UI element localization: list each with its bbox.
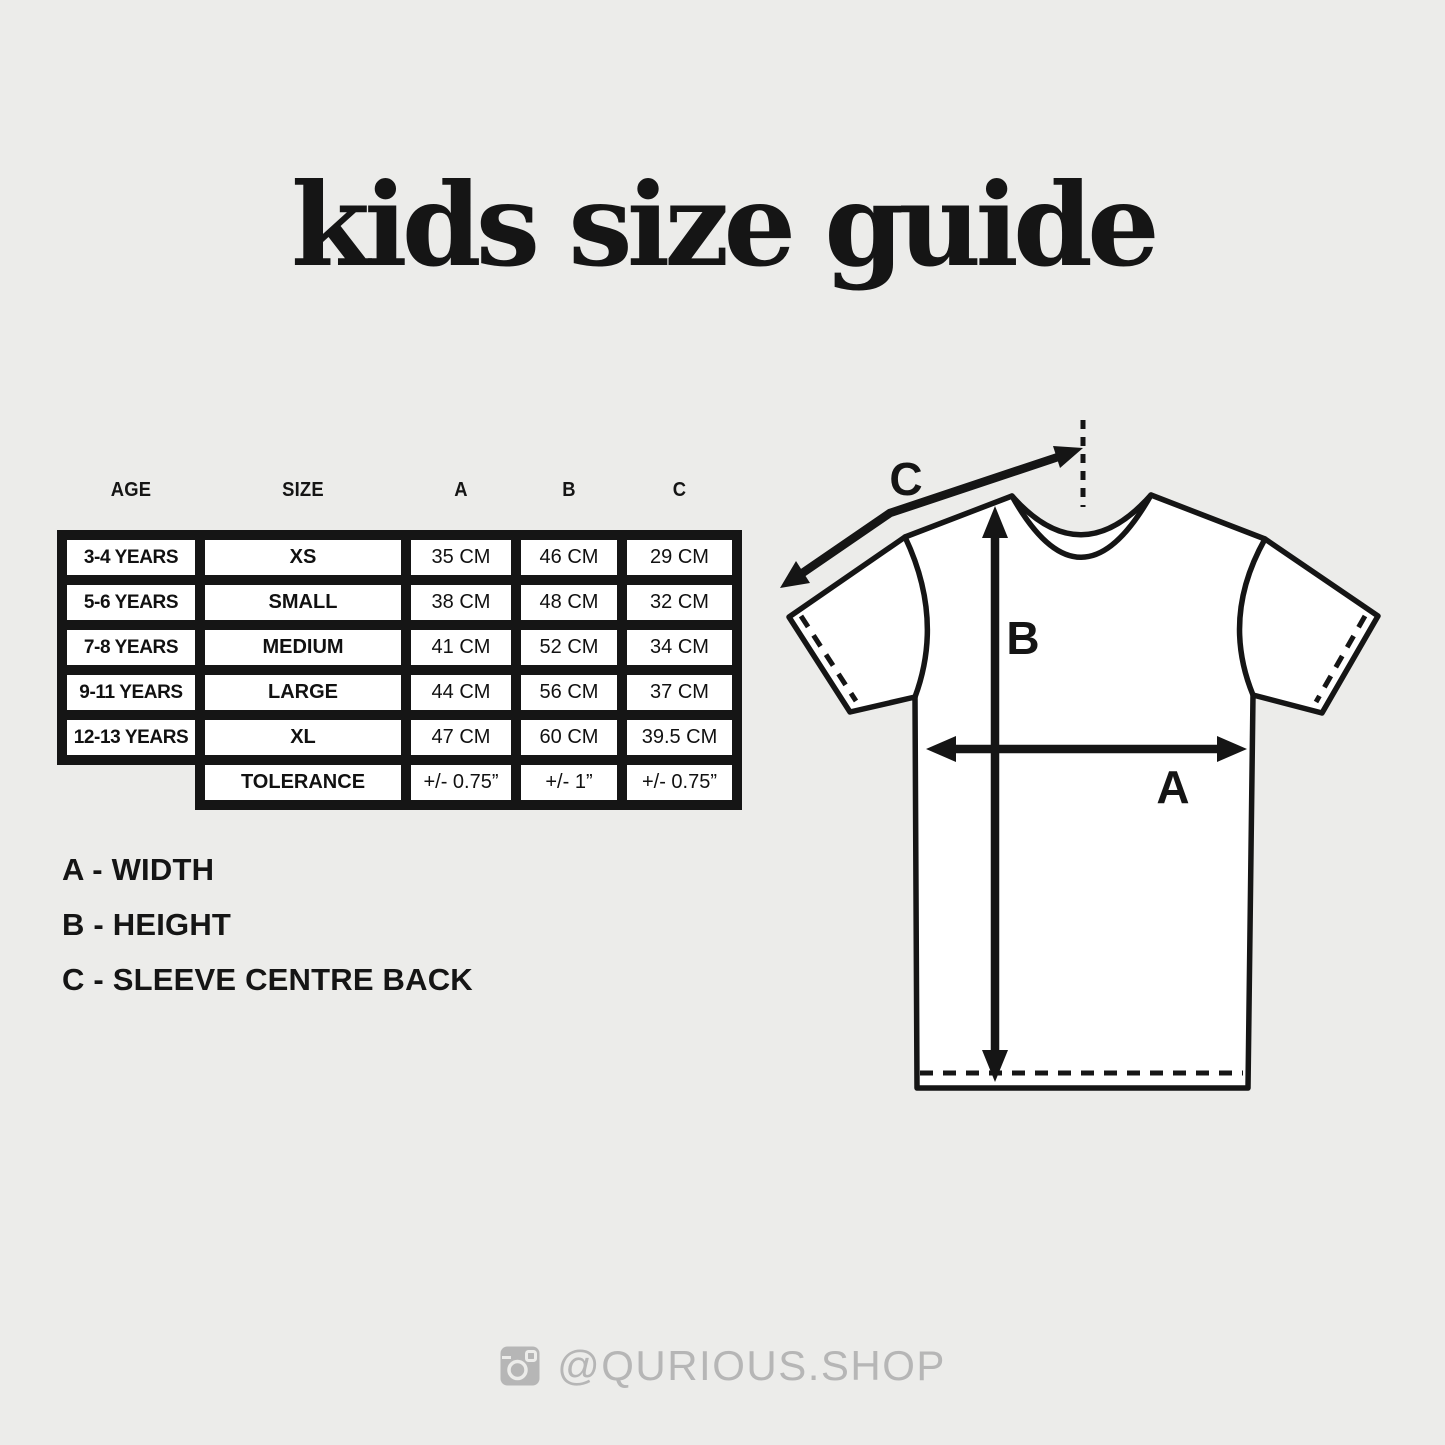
page-title: kids size guide xyxy=(291,158,1160,292)
table-cell: +/- 0.75” xyxy=(411,765,511,800)
diagram-label-c: C xyxy=(889,453,922,505)
table-cell: 37 CM xyxy=(627,675,732,710)
table-cell: 44 CM xyxy=(411,675,511,710)
table-cell: 12-13 YEARS xyxy=(67,720,195,755)
right-cuff-stitch xyxy=(1313,614,1368,704)
table-cell: 29 CM xyxy=(627,540,732,575)
table-cell: 60 CM xyxy=(521,720,617,755)
right-armhole-seam xyxy=(1236,536,1268,698)
table-cell: 47 CM xyxy=(411,720,511,755)
size-table-header: AGE SIZE A B C xyxy=(57,468,742,512)
table-cell: 48 CM xyxy=(521,585,617,620)
legend-item: A - WIDTH xyxy=(62,852,215,887)
tshirt-diagram: A B C xyxy=(780,420,1381,1091)
footer: @QURIOUS.SHOP xyxy=(0,1342,1445,1390)
sleeve-arrowhead-bottom xyxy=(780,561,810,588)
table-cell: 5-6 YEARS xyxy=(67,585,195,620)
table-corner-patch xyxy=(57,765,195,810)
column-header-c: C xyxy=(672,478,687,501)
table-cell: +/- 0.75” xyxy=(627,765,732,800)
size-table: 3-4 YEARS XS 35 CM 46 CM 29 CM 5-6 YEARS SMALL… xyxy=(57,530,742,810)
column-header-a: A xyxy=(454,478,468,501)
instagram-icon xyxy=(500,1346,540,1386)
table-cell: 52 CM xyxy=(521,630,617,665)
table-cell: 56 CM xyxy=(521,675,617,710)
legend-item: C - SLEEVE CENTRE BACK xyxy=(62,962,473,997)
height-arrowhead-top xyxy=(982,506,1008,538)
measurement-legend: A - WIDTH B - HEIGHT C - SLEEVE CENTRE BAC… xyxy=(62,852,473,1017)
table-cell: SMALL xyxy=(205,585,401,620)
left-cuff-stitch xyxy=(798,614,859,703)
width-arrowhead-right xyxy=(1217,736,1247,762)
table-cell: XL xyxy=(205,720,401,755)
table-cell: 3-4 YEARS xyxy=(67,540,195,575)
height-arrowhead-bottom xyxy=(982,1050,1008,1082)
table-cell: TOLERANCE xyxy=(205,765,401,800)
legend-item: B - HEIGHT xyxy=(62,907,232,942)
table-cell: 35 CM xyxy=(411,540,511,575)
column-header-b: B xyxy=(562,478,576,501)
diagram-label-b: B xyxy=(1006,612,1039,664)
instagram-handle: @QURIOUS.SHOP xyxy=(557,1342,946,1389)
column-header-age: AGE xyxy=(110,478,152,501)
table-cell: +/- 1” xyxy=(521,765,617,800)
sleeve-arrowhead-top xyxy=(1053,446,1083,468)
table-cell: 34 CM xyxy=(627,630,732,665)
collar-inner-curve xyxy=(1009,492,1154,560)
table-cell: XS xyxy=(205,540,401,575)
table-cell: 41 CM xyxy=(411,630,511,665)
table-cell: 39.5 CM xyxy=(627,720,732,755)
column-header-size: SIZE xyxy=(282,478,324,501)
width-arrowhead-left xyxy=(926,736,956,762)
table-cell: LARGE xyxy=(205,675,401,710)
sleeve-arrow xyxy=(798,452,1060,578)
diagram-label-a: A xyxy=(1156,761,1189,813)
table-cell: 32 CM xyxy=(627,585,732,620)
table-cell: 46 CM xyxy=(521,540,617,575)
left-armhole-seam xyxy=(902,534,931,700)
table-cell: 38 CM xyxy=(411,585,511,620)
table-cell: 9-11 YEARS xyxy=(67,675,195,710)
table-cell: MEDIUM xyxy=(205,630,401,665)
table-cell: 7-8 YEARS xyxy=(67,630,195,665)
tshirt-outline xyxy=(786,492,1381,1091)
